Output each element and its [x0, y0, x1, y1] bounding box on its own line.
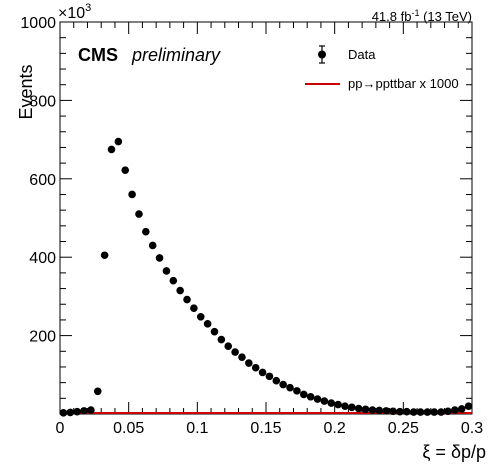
legend-label-signal: pp→ppttbar x 1000: [348, 76, 459, 91]
data-point: [409, 408, 418, 416]
data-point: [176, 286, 184, 295]
data-point: [258, 368, 267, 377]
data-point: [162, 267, 171, 275]
data-point: [382, 407, 390, 415]
data-point: [80, 407, 88, 415]
data-point: [368, 406, 377, 414]
legend-label-data: Data: [348, 47, 376, 62]
y-axis-title: Events: [16, 64, 36, 119]
y-tick-label: 200: [29, 329, 56, 346]
data-point: [265, 372, 274, 381]
data-point: [190, 304, 198, 312]
data-series: [59, 137, 473, 417]
lumi-label: 41.8 fb-1 (13 TeV): [372, 8, 472, 24]
data-point: [272, 376, 281, 385]
data-point: [114, 137, 123, 146]
data-point: [402, 407, 411, 416]
x-tick-label: 0.25: [388, 420, 419, 437]
data-point: [375, 406, 384, 415]
data-point: [299, 390, 308, 399]
data-point: [59, 409, 68, 417]
legend: Data pp→ppttbar x 1000: [305, 45, 459, 91]
data-point: [306, 392, 315, 401]
data-point: [293, 387, 301, 395]
data-point: [430, 408, 439, 416]
data-point: [334, 400, 342, 409]
data-point: [142, 227, 150, 236]
data-point: [348, 403, 356, 412]
data-point: [320, 397, 329, 405]
data-point: [121, 166, 130, 174]
data-point: [457, 405, 466, 413]
x-axis-title: ξ = δp/p: [422, 442, 486, 462]
data-point: [224, 342, 233, 350]
data-point: [107, 145, 116, 154]
x-tick-label: 0.1: [186, 420, 208, 437]
data-point: [128, 190, 136, 199]
legend-data-marker: [318, 45, 326, 64]
data-point: [437, 408, 445, 416]
y-tick-label: 800: [29, 93, 56, 110]
data-point: [279, 380, 287, 389]
x-tick-label: 0.05: [113, 420, 144, 437]
data-point: [444, 407, 452, 416]
data-point: [135, 210, 143, 218]
data-point: [203, 320, 212, 328]
data-point: [238, 353, 246, 361]
data-point: [361, 405, 370, 414]
data-point: [73, 407, 81, 416]
data-point: [464, 402, 473, 410]
data-point: [148, 241, 157, 250]
data-point: [327, 399, 336, 407]
data-point: [196, 312, 205, 321]
data-point: [251, 363, 260, 372]
y-tick-label: 400: [29, 250, 56, 267]
y-tick-labels: 200 400 600 800 1000: [20, 15, 56, 346]
data-point: [155, 254, 164, 262]
x-tick-label: 0.2: [324, 420, 346, 437]
data-point: [451, 406, 459, 414]
x-tick-label: 0.15: [250, 420, 281, 437]
data-point: [389, 407, 397, 416]
data-point: [210, 327, 219, 336]
data-point: [354, 404, 363, 413]
data-point: [396, 407, 404, 416]
data-point: [87, 406, 95, 414]
y-tick-label: 600: [29, 172, 56, 189]
x-tick-label: 0: [56, 420, 65, 437]
data-point: [341, 402, 349, 410]
data-point: [169, 276, 178, 285]
data-point: [66, 408, 75, 417]
data-point: [286, 383, 294, 392]
x-tick-labels: 0 0.05 0.1 0.15 0.2 0.25 0.3: [56, 420, 484, 437]
data-point: [217, 335, 226, 344]
y-tick-label: 1000: [20, 15, 56, 32]
data-point: [313, 395, 322, 403]
data-point: [245, 359, 253, 367]
status-label: preliminary: [131, 45, 221, 65]
data-point: [416, 408, 425, 416]
y-multiplier: ×103: [58, 2, 91, 22]
data-point: [93, 387, 102, 396]
data-point: [100, 251, 109, 260]
data-point: [231, 348, 239, 356]
data-point: [423, 408, 432, 416]
experiment-label: CMS: [78, 45, 118, 65]
data-point: [183, 295, 191, 304]
x-tick-label: 0.3: [461, 420, 483, 437]
